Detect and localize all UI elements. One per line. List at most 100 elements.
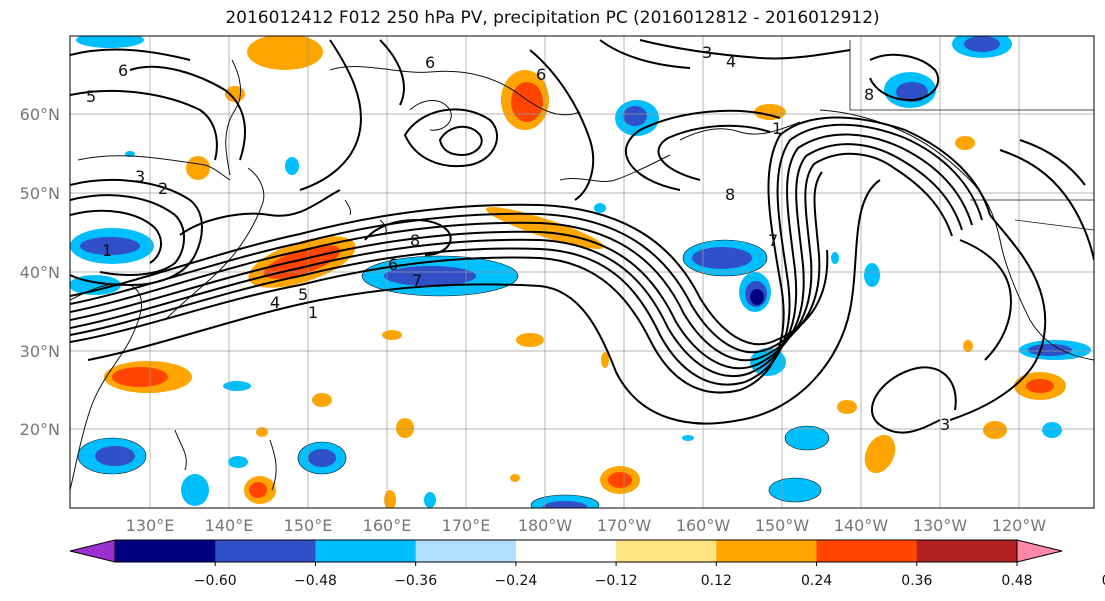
shade-positive <box>249 482 267 498</box>
colorbar-tick-label: 0.48 <box>1001 573 1032 589</box>
shade-positive <box>983 421 1007 439</box>
lon-tick-label: 140°W <box>834 516 889 535</box>
colorbar-tick-label: −0.36 <box>394 573 437 589</box>
shade-positive <box>312 393 332 407</box>
contour-label: 6 <box>425 53 435 72</box>
colorbar-tick-label: 0.36 <box>901 573 932 589</box>
shade-positive <box>516 333 544 347</box>
colorbar-segment <box>315 540 417 562</box>
lon-tick-label: 150°W <box>755 516 810 535</box>
colorbar-tick-label: −0.48 <box>294 573 337 589</box>
shade-negative <box>623 106 647 126</box>
colorbar-segment <box>415 540 517 562</box>
colorbar-segment <box>716 540 818 562</box>
shade-negative <box>1028 344 1072 356</box>
lat-tick-labels: 60°N 50°N 40°N 30°N 20°N <box>20 105 60 439</box>
map-frame <box>69 35 1095 509</box>
colorbar-tick-label: 0.12 <box>701 573 732 589</box>
shade-negative <box>95 446 135 466</box>
lat-tick-label: 30°N <box>20 342 60 361</box>
shade-positive <box>864 434 896 474</box>
contour-label: 6 <box>536 65 546 84</box>
shade-negative <box>831 252 839 264</box>
contour-label: 1 <box>102 241 112 260</box>
contour-label: 4 <box>270 293 280 312</box>
shade-negative <box>76 36 144 48</box>
contour-label: 6 <box>118 61 128 80</box>
coastlines <box>70 40 1094 491</box>
colorbar-tick-label: 0.60 <box>1102 573 1105 589</box>
colorbar-extend-low <box>69 539 116 563</box>
shade-negative <box>864 263 880 287</box>
contour-label: 6 <box>388 255 398 274</box>
contour-label: 5 <box>298 285 308 304</box>
shade-positive <box>396 418 414 438</box>
shade-negative <box>424 492 436 508</box>
contour-label: 3 <box>135 167 145 186</box>
pv-contours <box>70 39 1094 434</box>
contour-label: 7 <box>768 231 778 250</box>
colorbar-tick-label: 0.24 <box>801 573 832 589</box>
lon-tick-label: 170°W <box>597 516 652 535</box>
shade-negative <box>80 237 140 255</box>
lon-tick-label: 160°E <box>363 516 412 535</box>
shade-negative <box>285 157 299 175</box>
shade-negative <box>228 456 248 468</box>
contour-label: 8 <box>725 185 735 204</box>
shade-positive <box>1026 379 1054 393</box>
chart-title: 2016012412 F012 250 hPa PV, precipitatio… <box>225 8 880 28</box>
contour-label: 3 <box>940 415 950 434</box>
colorbar-tick-label: −0.60 <box>194 573 237 589</box>
colorbar-segment <box>215 540 316 562</box>
shade-positive <box>955 136 975 150</box>
shade-positive <box>186 156 210 180</box>
shade-positive <box>112 367 168 387</box>
shade-negative <box>750 289 764 305</box>
shade-negative <box>384 266 476 286</box>
shade-negative <box>308 449 336 467</box>
lon-tick-label: 170°E <box>442 516 491 535</box>
lon-tick-label: 120°W <box>992 516 1047 535</box>
shade-positive <box>247 36 323 70</box>
shade-positive <box>837 400 857 414</box>
shade-negative <box>1042 422 1062 438</box>
lon-tick-label: 180°W <box>518 516 573 535</box>
contour-label: 8 <box>864 85 874 104</box>
shade-negative <box>692 247 752 269</box>
colorbar-frame <box>114 539 1018 563</box>
contour-label: 8 <box>410 231 420 250</box>
colorbar-tick-label: −0.12 <box>595 573 638 589</box>
shade-negative <box>964 36 1000 52</box>
lat-tick-label: 40°N <box>20 263 60 282</box>
lon-tick-label: 160°W <box>676 516 731 535</box>
gridlines <box>70 36 1094 508</box>
shade-positive <box>510 474 520 482</box>
colorbar-segment <box>115 540 216 562</box>
shade-positive <box>384 490 396 508</box>
lon-tick-label: 140°E <box>205 516 254 535</box>
contour-labels: 6 5 3 2 1 3 4 6 8 1 8 7 6 5 4 1 7 6 3 8 <box>86 43 950 434</box>
shade-positive <box>963 340 973 352</box>
shade-positive <box>608 472 632 488</box>
contour-label: 1 <box>308 303 318 322</box>
contour-label: 3 <box>702 43 712 62</box>
contour-label: 7 <box>412 271 422 290</box>
lat-tick-label: 60°N <box>20 105 60 124</box>
contour-label: 4 <box>726 52 736 71</box>
shading-outlines <box>77 239 830 508</box>
colorbar-segment <box>816 540 918 562</box>
lat-tick-label: 20°N <box>20 420 60 439</box>
shade-positive <box>382 330 402 340</box>
shade-negative <box>594 203 606 213</box>
lat-tick-label: 50°N <box>20 184 60 203</box>
colorbar: −0.60 −0.48 −0.36 −0.24 −0.12 0.12 0.24 0.36 0.4… <box>69 539 1105 589</box>
shade-negative <box>682 435 694 441</box>
shade-negative <box>223 381 251 391</box>
colorbar-segment <box>916 540 1018 562</box>
shade-negative <box>896 82 928 102</box>
shade-positive <box>601 352 609 368</box>
colorbar-segment <box>616 540 717 562</box>
shade-positive <box>263 245 341 279</box>
shade-negative <box>181 474 209 506</box>
